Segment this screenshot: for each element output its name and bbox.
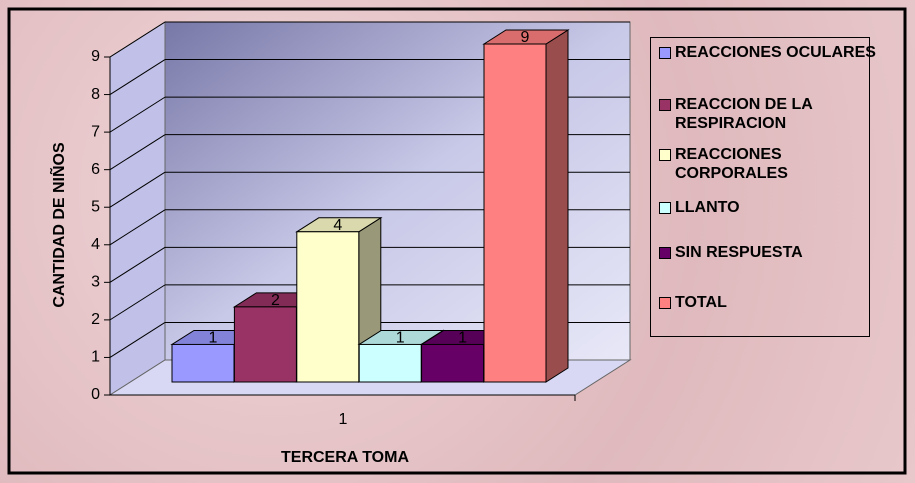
y-tick-label: 6	[91, 161, 100, 178]
legend-label: REACCION DE LA RESPIRACION	[675, 96, 813, 132]
y-tick-label: 5	[91, 198, 100, 215]
legend-swatch	[659, 202, 671, 214]
bar	[171, 343, 235, 383]
grid-line	[109, 96, 166, 133]
legend-label: LLANTO	[675, 199, 740, 216]
bar	[296, 231, 360, 383]
grid-line	[109, 21, 166, 58]
legend-swatch	[659, 247, 671, 259]
grid-line	[109, 209, 166, 246]
grid-line	[109, 59, 166, 95]
bar	[233, 306, 297, 383]
data-label: 9	[521, 29, 530, 46]
legend-entry: LLANTO	[659, 198, 880, 217]
grid-line	[109, 322, 166, 358]
y-tick-label: 2	[91, 311, 100, 328]
y-tick-label: 9	[91, 48, 100, 65]
grid-line	[109, 284, 166, 321]
legend-label: REACCIONES CORPORALES	[675, 146, 788, 182]
data-label: 1	[396, 330, 405, 347]
bar	[421, 343, 485, 383]
grid-line	[109, 134, 166, 171]
data-label: 1	[209, 330, 218, 347]
y-tick-label: 8	[91, 86, 100, 103]
legend-label: REACCIONES OCULARES	[675, 44, 876, 61]
frame	[7, 7, 907, 475]
grid-line	[109, 171, 166, 208]
legend-entry: SIN RESPUESTA	[659, 243, 880, 262]
data-label: 1	[458, 330, 467, 347]
legend-label: TOTAL	[675, 294, 727, 311]
legend-entry: REACCIONES CORPORALES	[659, 145, 880, 183]
legend: REACCIONES OCULARES REACCION DE LA RESPIR…	[650, 37, 876, 337]
x-axis-title: TERCERA TOMA	[281, 449, 409, 466]
side-wall	[109, 21, 166, 396]
legend-entry: TOTAL	[659, 293, 880, 312]
y-tick-label: 7	[91, 123, 100, 140]
legend-entry: REACCIONES OCULARES	[659, 43, 880, 62]
data-label: 4	[333, 217, 342, 234]
y-tick-label: 3	[91, 274, 100, 291]
bar	[358, 343, 422, 383]
y-tick-label: 0	[91, 386, 100, 403]
legend-swatch	[659, 99, 671, 111]
legend-label: SIN RESPUESTA	[675, 244, 803, 261]
legend-swatch	[659, 47, 671, 59]
y-axis-title: CANTIDAD DE NIÑOS	[48, 142, 68, 308]
bar	[483, 43, 547, 383]
x-tick-label: 1	[339, 411, 348, 428]
y-tick-label: 4	[91, 236, 100, 253]
legend-entry: REACCION DE LA RESPIRACION	[659, 95, 880, 133]
y-tick-label: 1	[91, 349, 100, 366]
data-label: 2	[271, 292, 280, 309]
legend-swatch	[659, 297, 671, 309]
grid-line	[109, 246, 166, 283]
legend-swatch	[659, 149, 671, 161]
bar-side	[545, 29, 569, 383]
